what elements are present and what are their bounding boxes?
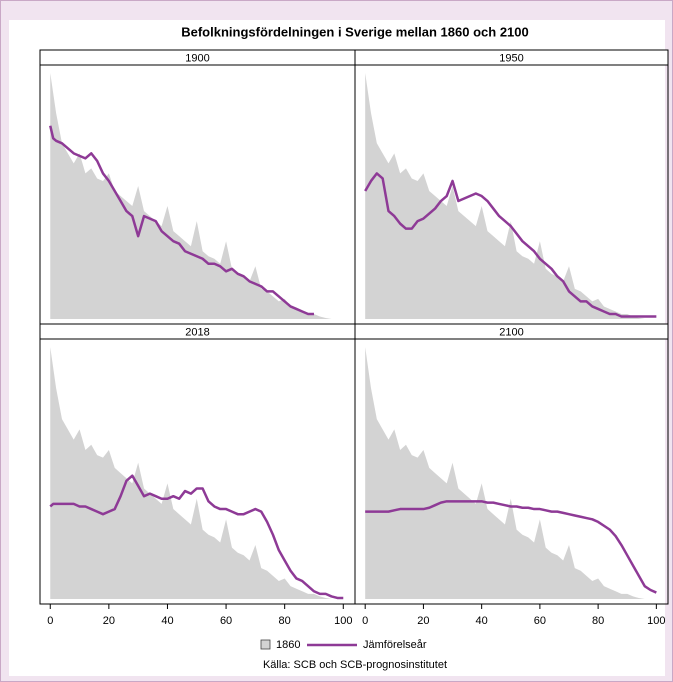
panel-title: 2018: [185, 326, 209, 338]
legend-swatch: [260, 639, 271, 650]
x-tick-label: 100: [647, 615, 665, 627]
panel-title: 2100: [499, 326, 523, 338]
line: [365, 500, 657, 594]
area: [50, 347, 344, 599]
x-tick-label: 0: [47, 615, 53, 627]
x-tick-label: 0: [362, 615, 368, 627]
x-tick-label: 80: [592, 615, 604, 627]
panel-title: 1900: [185, 52, 209, 64]
legend-label: 1860: [276, 639, 300, 651]
line: [49, 125, 314, 316]
area: [50, 73, 344, 320]
line: [364, 172, 657, 318]
chart-title: Befolkningsfördelningen i Sverige mellan…: [181, 24, 529, 39]
x-tick-label: 20: [103, 615, 115, 627]
area: [365, 73, 657, 320]
x-tick-label: 60: [534, 615, 546, 627]
x-tick-label: 80: [279, 615, 291, 627]
x-tick-label: 40: [476, 615, 488, 627]
source-note: Källa: SCB och SCB-prognosinstitutet: [263, 659, 447, 671]
x-tick-label: 60: [220, 615, 232, 627]
panel-border: [354, 338, 669, 605]
line: [49, 474, 344, 600]
legend-label: Jämförelseår: [363, 639, 427, 651]
panel-title: 1950: [499, 52, 523, 64]
x-tick-label: 100: [334, 615, 352, 627]
area: [365, 347, 657, 599]
x-tick-label: 20: [417, 615, 429, 627]
x-tick-label: 40: [161, 615, 173, 627]
